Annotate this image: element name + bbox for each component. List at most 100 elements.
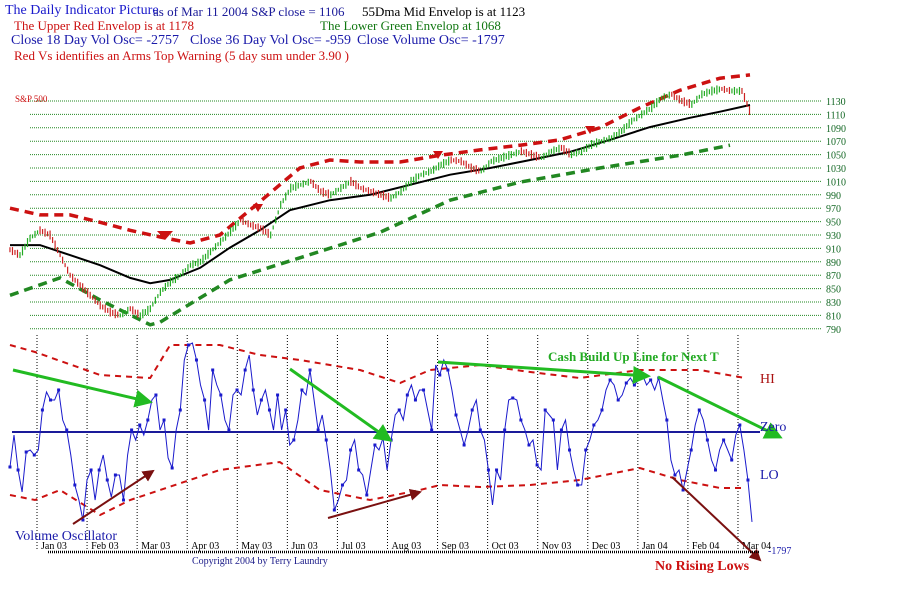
oscillator-point bbox=[211, 368, 215, 372]
arms-warning-marker bbox=[253, 204, 263, 212]
oscillator-point bbox=[413, 398, 417, 402]
oscillator-point bbox=[665, 418, 669, 422]
oscillator-point bbox=[267, 408, 271, 412]
oscillator-point bbox=[568, 448, 572, 452]
month-tick-label: Feb 03 bbox=[91, 541, 119, 552]
oscillator-point bbox=[332, 508, 336, 512]
osc18-text: Close 18 Day Vol Osc= -2757 bbox=[11, 33, 179, 48]
oscillator-point bbox=[259, 398, 263, 402]
oscillator-point bbox=[49, 398, 53, 402]
vol-osc-text: Close Volume Osc= -1797 bbox=[357, 33, 505, 48]
oscillator-point bbox=[357, 468, 361, 472]
oscillator-point bbox=[40, 408, 44, 412]
brown-trend-arrow bbox=[327, 488, 422, 519]
month-tick-label: Sep 03 bbox=[442, 541, 470, 552]
oscillator-point bbox=[178, 408, 182, 412]
price-tick-label: 1010 bbox=[826, 177, 846, 188]
green-trend-arrow bbox=[657, 375, 783, 439]
arms-warning-marker bbox=[433, 151, 443, 159]
oscillator-point bbox=[632, 383, 636, 387]
month-tick-label: May 03 bbox=[241, 541, 272, 552]
as-of-text: as of Mar 11 2004 S&P close = 1106 bbox=[153, 4, 345, 19]
oscillator-point bbox=[600, 408, 604, 412]
hi-label: HI bbox=[760, 372, 775, 387]
price-tick-label: 970 bbox=[826, 204, 841, 215]
month-tick-label: Jul 03 bbox=[341, 541, 365, 552]
price-tick-label: 1110 bbox=[826, 110, 845, 121]
oscillator-point bbox=[113, 473, 117, 477]
oscillator-point bbox=[697, 408, 701, 412]
price-tick-label: 890 bbox=[826, 258, 841, 269]
cash-build-up-label: Cash Build Up Line for Next T bbox=[548, 349, 719, 364]
oscillator-point bbox=[397, 408, 401, 412]
oscillator-point bbox=[478, 428, 482, 432]
green-trend-arrow bbox=[289, 367, 393, 442]
oscillator-point bbox=[349, 448, 353, 452]
price-tick-label: 1070 bbox=[826, 137, 846, 148]
oscillator-point bbox=[649, 378, 653, 382]
oscillator-point bbox=[340, 483, 344, 487]
oscillator-point bbox=[308, 368, 312, 372]
oscillator-point bbox=[65, 428, 69, 432]
month-tick-label: Jan 04 bbox=[642, 541, 668, 552]
mid-envelope-55dma bbox=[10, 104, 751, 285]
oscillator-point bbox=[689, 448, 693, 452]
oscillator-point bbox=[365, 493, 369, 497]
oscillator-point bbox=[97, 468, 101, 472]
price-tick-label: 790 bbox=[826, 325, 841, 336]
oscillator-point bbox=[300, 388, 304, 392]
oscillator-point bbox=[519, 418, 523, 422]
price-tick-label: 1030 bbox=[826, 164, 846, 175]
month-tick-label: Aug 03 bbox=[391, 541, 421, 552]
oscillator-point bbox=[186, 343, 190, 347]
oscillator-point bbox=[486, 468, 490, 472]
month-tick-label: Apr 03 bbox=[191, 541, 219, 552]
oscillator-point bbox=[527, 443, 531, 447]
oscillator-point bbox=[470, 408, 474, 412]
price-tick-label: 1130 bbox=[826, 97, 846, 108]
price-tick-label: 810 bbox=[826, 311, 841, 322]
oscillator-point bbox=[608, 378, 612, 382]
oscillator-point bbox=[438, 373, 442, 377]
month-tick-label: Nov 03 bbox=[542, 541, 572, 552]
oscillator-point bbox=[422, 388, 426, 392]
price-tick-label: 930 bbox=[826, 231, 841, 242]
oscillator-point bbox=[284, 408, 288, 412]
hi-band bbox=[9, 344, 746, 385]
oscillator-point bbox=[170, 466, 174, 470]
oscillator-point bbox=[616, 398, 620, 402]
page-title: The Daily Indicator Picture bbox=[5, 3, 159, 18]
green-trend-arrow bbox=[12, 368, 153, 408]
oscillator-point bbox=[57, 388, 61, 392]
oscillator-point bbox=[146, 418, 150, 422]
oscillator-point bbox=[446, 368, 450, 372]
osc36-text: Close 36 Day Vol Osc= -959 bbox=[190, 33, 351, 48]
copyright-text: Copyright 2004 by Terry Laundry bbox=[192, 556, 328, 567]
month-tick-label: Jun 03 bbox=[291, 541, 317, 552]
lo-label: LO bbox=[760, 468, 779, 483]
oscillator-point bbox=[121, 498, 125, 502]
lower-envelope-text: The Lower Green Envelop at 1068 bbox=[320, 18, 501, 33]
oscillator-point bbox=[154, 393, 158, 397]
price-tick-label: 830 bbox=[826, 298, 841, 309]
oscillator-point bbox=[454, 413, 458, 417]
month-tick-label: Dec 03 bbox=[592, 541, 621, 552]
oscillator-point bbox=[373, 443, 377, 447]
oscillator-point bbox=[292, 438, 296, 442]
oscillator-point bbox=[105, 478, 109, 482]
oscillator-point bbox=[624, 381, 628, 385]
oscillator-point bbox=[705, 438, 709, 442]
oscillator-point bbox=[559, 428, 563, 432]
lo-band bbox=[9, 460, 745, 517]
no-rising-lows-label: No Rising Lows bbox=[655, 559, 750, 574]
green-trend-arrow bbox=[437, 360, 651, 384]
arms-note-text: Red Vs identifies an Arms Top Warning (5… bbox=[14, 48, 349, 63]
oscillator-point bbox=[130, 428, 134, 432]
oscillator-point bbox=[405, 393, 409, 397]
upper-envelope-text: The Upper Red Envelop is at 1178 bbox=[14, 18, 195, 33]
oscillator-point bbox=[714, 468, 718, 472]
price-tick-label: 850 bbox=[826, 285, 841, 296]
oscillator-point bbox=[495, 468, 499, 472]
oscillator-point bbox=[219, 393, 223, 397]
oscillator-point bbox=[81, 518, 85, 522]
